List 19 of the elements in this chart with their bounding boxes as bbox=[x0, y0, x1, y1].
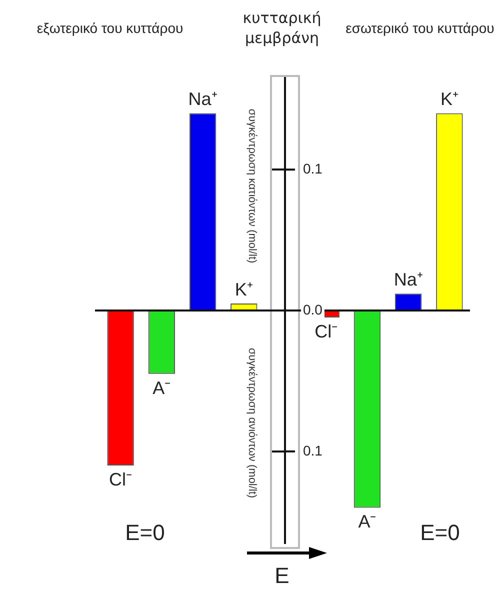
chart-title: κυτταρική μεμβράνη bbox=[242, 8, 322, 48]
x-tick-label: Na⁺ bbox=[394, 270, 423, 290]
text: E bbox=[274, 563, 290, 589]
annotation: συγκέντρωση ανιόντων (mol/lt) bbox=[246, 346, 258, 500]
y-tick-label: 0.0 bbox=[303, 301, 323, 318]
x-tick-label: Na⁺ bbox=[188, 89, 218, 110]
x-tick-label: A⁻ bbox=[358, 512, 376, 532]
x-tick-label: Cl⁻ bbox=[109, 469, 132, 490]
text: εξωτερικό του κυττάρου bbox=[36, 19, 184, 38]
y-tick-label: 0.1 bbox=[303, 442, 323, 458]
x-tick-label: A⁻ bbox=[152, 378, 171, 398]
x-tick-label: K⁺ bbox=[440, 89, 458, 110]
x-tick-label: Cl⁻ bbox=[314, 322, 338, 342]
y-tick-label: 0.1 bbox=[303, 160, 323, 176]
x-tick-label: K⁺ bbox=[234, 279, 253, 300]
annotation: E=0 bbox=[419, 520, 461, 546]
text: εσωτερικό του κυττάρου bbox=[345, 19, 495, 38]
annotation: E=0 bbox=[124, 520, 166, 546]
y-axis-title: συγκέντρωση κατιόντων (mol/lt) bbox=[246, 108, 258, 264]
